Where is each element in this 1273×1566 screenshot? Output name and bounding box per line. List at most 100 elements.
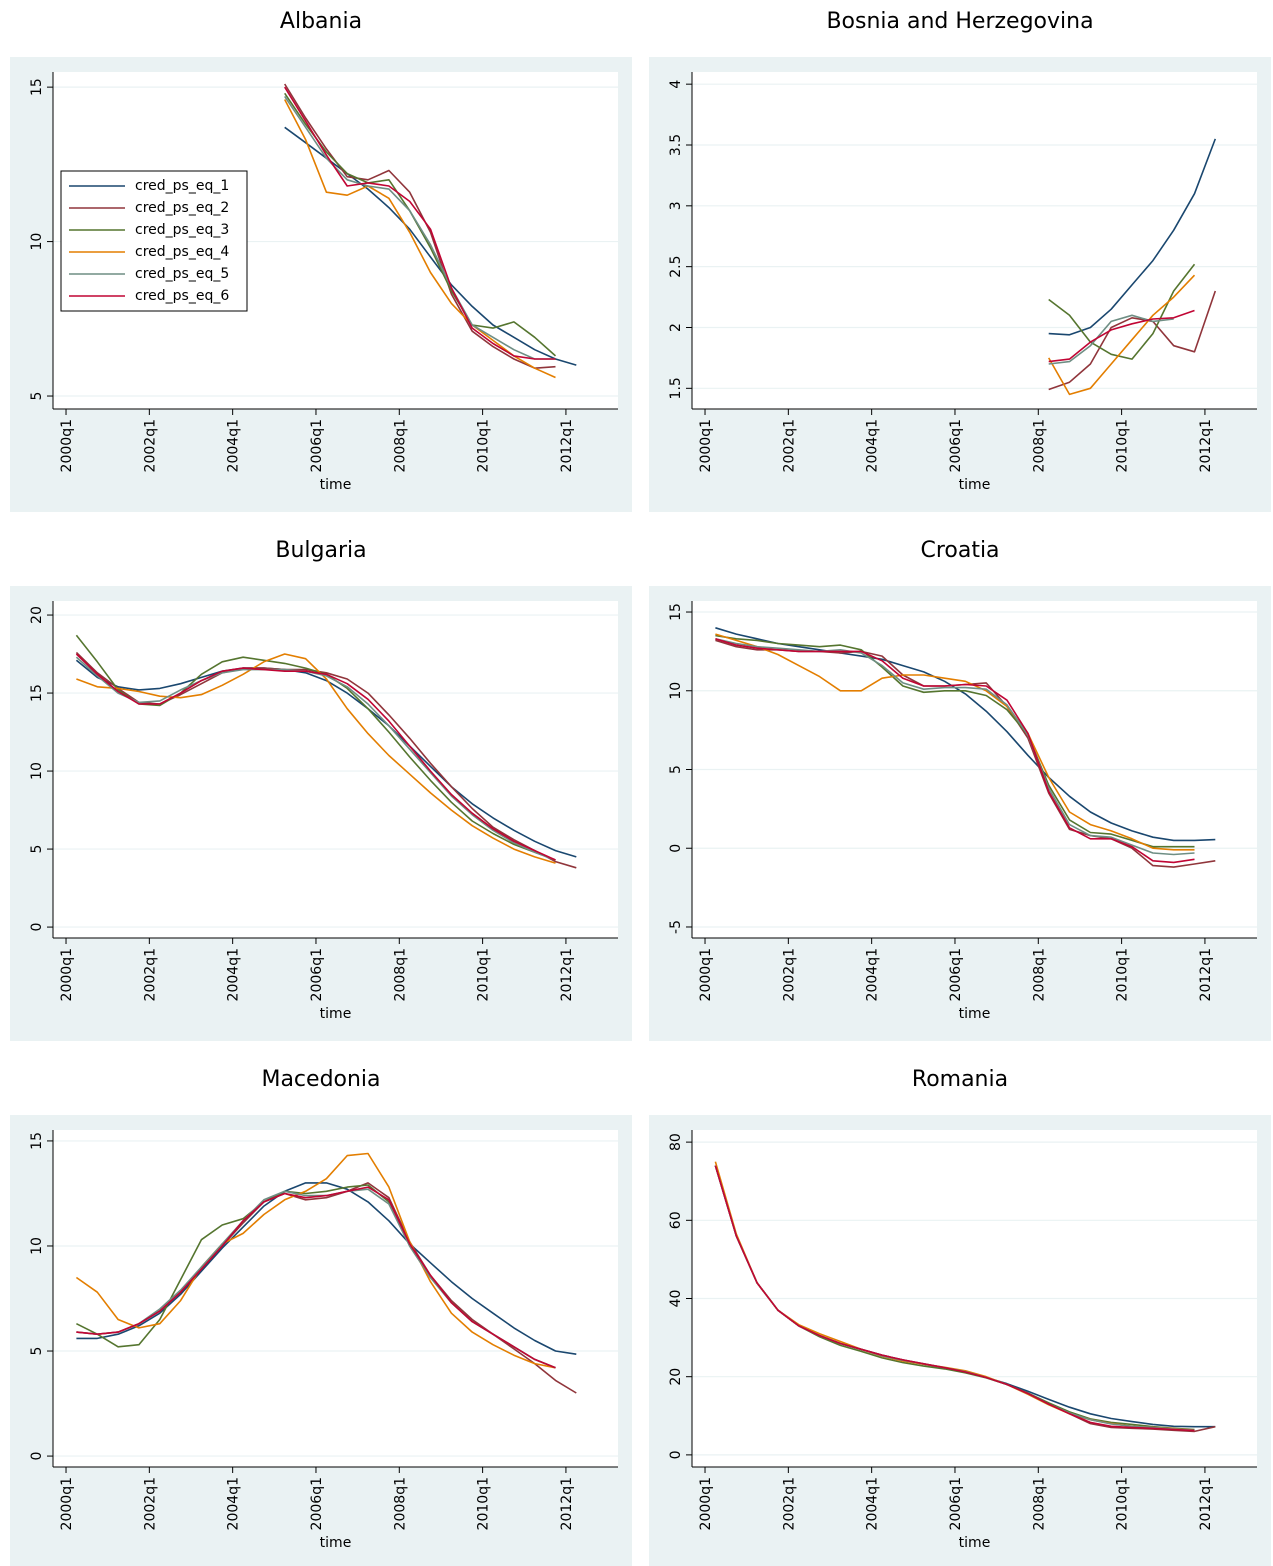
series-line <box>76 653 556 864</box>
panel-title: Albania <box>280 9 362 34</box>
x-axis-label: time <box>320 477 352 493</box>
x-tick-label: 2004q1 <box>865 948 881 1001</box>
legend-label: cred_ps_eq_2 <box>135 200 229 216</box>
y-tick-label: 15 <box>668 603 684 621</box>
y-tick-label: 0 <box>29 923 45 932</box>
panel: Bosnia and Herzegovina 1.5 2 2.5 3 3.5 4 2000q1… <box>649 9 1271 512</box>
x-tick-label: 2010q1 <box>1115 1477 1131 1530</box>
plot-area <box>53 1130 618 1467</box>
x-tick-label: 2012q1 <box>1198 419 1214 472</box>
y-tick-label: -5 <box>668 920 684 934</box>
x-tick-label: 2000q1 <box>698 1477 714 1530</box>
panel: Bulgaria 0 5 10 15 20 2000q1 2002q1 2004q1 2006q1… <box>10 538 632 1041</box>
x-tick-label: 2012q1 <box>1198 948 1214 1001</box>
series-line <box>75 634 556 861</box>
x-tick-label: 2000q1 <box>59 1477 75 1530</box>
y-tick-label: 80 <box>668 1133 684 1151</box>
series-line <box>76 1182 577 1355</box>
panel-title: Bosnia and Herzegovina <box>826 9 1093 34</box>
y-tick-label: 60 <box>668 1211 684 1229</box>
series-line <box>75 659 577 858</box>
x-tick-label: 2004q1 <box>865 419 881 472</box>
series-line <box>76 1186 556 1369</box>
series-line <box>1048 274 1196 396</box>
plot-area <box>53 601 618 938</box>
legend-label: cred_ps_eq_5 <box>135 266 229 282</box>
x-axis-label: time <box>959 1535 991 1551</box>
y-tick-label: 40 <box>668 1290 684 1308</box>
panel-title: Bulgaria <box>275 538 366 563</box>
x-tick-label: 2002q1 <box>142 419 158 472</box>
x-tick-label: 2004q1 <box>226 1477 242 1530</box>
x-tick-label: 2002q1 <box>142 948 158 1001</box>
y-tick-label: 0 <box>668 844 684 853</box>
series-line <box>284 126 577 366</box>
panel: Croatia -5 0 5 10 15 2000q1 2002q1 2004q1 2006q1 2… <box>649 538 1271 1041</box>
series-line <box>1048 309 1195 363</box>
x-tick-label: 2008q1 <box>1031 419 1047 472</box>
x-tick-label: 2002q1 <box>142 1477 158 1530</box>
panel-title: Romania <box>912 1067 1008 1092</box>
x-tick-label: 2010q1 <box>1115 948 1131 1001</box>
x-tick-label: 2012q1 <box>559 948 575 1001</box>
x-tick-label: 2008q1 <box>1031 948 1047 1001</box>
x-tick-label: 2006q1 <box>309 1477 325 1530</box>
y-tick-label: 1.5 <box>668 377 684 399</box>
series-line <box>715 627 1216 842</box>
legend-box <box>60 170 248 312</box>
series-line <box>1048 290 1217 391</box>
x-tick-label: 2010q1 <box>1115 419 1131 472</box>
x-tick-label: 2008q1 <box>392 1477 408 1530</box>
y-tick-label: 10 <box>29 762 45 780</box>
series-line <box>284 83 556 369</box>
panel: Macedonia 0 5 10 15 2000q1 2002q1 2004q1 2006q1 2… <box>10 1067 632 1566</box>
x-axis-label: time <box>320 1535 352 1551</box>
y-tick-label: 2.5 <box>668 256 684 278</box>
panel-title: Croatia <box>920 538 999 563</box>
x-tick-label: 2008q1 <box>392 419 408 472</box>
legend: cred_ps_eq_1 cred_ps_eq_2 cred_ps_eq_3cred… <box>60 170 248 312</box>
x-tick-label: 2000q1 <box>59 948 75 1001</box>
y-tick-label: 5 <box>668 765 684 774</box>
series-line <box>1048 314 1174 365</box>
y-tick-label: 20 <box>29 606 45 624</box>
series-line <box>714 1165 1195 1432</box>
x-tick-label: 2004q1 <box>226 948 242 1001</box>
panel: Romania 0 20 40 60 80 2000q1 2002q1 2004q1 2006q1… <box>649 1067 1271 1566</box>
y-tick-label: 15 <box>29 78 45 96</box>
legend-label: cred_ps_eq_1 <box>135 178 229 194</box>
y-tick-label: 5 <box>29 1347 45 1356</box>
y-tick-label: 15 <box>29 684 45 702</box>
y-tick-label: 5 <box>29 845 45 854</box>
x-tick-label: 2010q1 <box>476 948 492 1001</box>
y-tick-label: 5 <box>29 392 45 401</box>
x-tick-label: 2004q1 <box>865 1477 881 1530</box>
y-tick-label: 4 <box>668 80 684 89</box>
x-tick-label: 2004q1 <box>226 419 242 472</box>
plot-area <box>692 72 1257 409</box>
series-line <box>715 638 1195 856</box>
x-tick-label: 2002q1 <box>781 1477 797 1530</box>
series-line <box>1048 263 1196 360</box>
x-tick-label: 2006q1 <box>309 419 325 472</box>
x-tick-label: 2002q1 <box>781 948 797 1001</box>
legend-label: cred_ps_eq_6 <box>135 288 229 304</box>
y-tick-label: 2 <box>668 323 684 332</box>
panel-title: Macedonia <box>261 1067 380 1092</box>
x-tick-label: 2012q1 <box>1198 1477 1214 1530</box>
x-tick-label: 2000q1 <box>698 948 714 1001</box>
y-tick-label: 10 <box>29 1237 45 1255</box>
y-tick-label: 0 <box>29 1452 45 1461</box>
x-tick-label: 2010q1 <box>476 1477 492 1530</box>
y-tick-label: 0 <box>668 1450 684 1459</box>
y-tick-label: 3.5 <box>668 134 684 156</box>
series-line <box>1048 138 1217 336</box>
x-axis-label: time <box>320 1006 352 1022</box>
x-tick-label: 2010q1 <box>476 419 492 472</box>
y-tick-label: 10 <box>668 682 684 700</box>
y-tick-label: 20 <box>668 1368 684 1386</box>
series-line <box>715 634 1195 848</box>
y-tick-label: 10 <box>29 233 45 251</box>
series-line <box>75 1152 556 1369</box>
x-tick-label: 2012q1 <box>559 1477 575 1530</box>
